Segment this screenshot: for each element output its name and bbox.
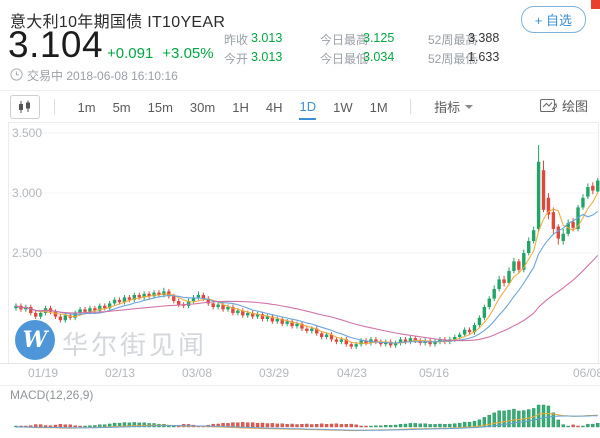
trading-status: 交易中 2018-06-08 16:10:16: [27, 69, 178, 83]
page-title: 意大利10年期国债 IT10YEAR: [10, 14, 226, 31]
quote-label-open: 今开: [224, 52, 249, 66]
candlestick-icon: [19, 100, 30, 113]
y-tick: 2.500: [12, 246, 43, 260]
draw-tool-button[interactable]: 绘图: [539, 96, 588, 115]
chart-frame: [0, 122, 600, 386]
price-change: +0.091 +3.05%: [107, 45, 223, 62]
interval-1M[interactable]: 1M: [369, 99, 388, 115]
quote-timestamp: 2018-06-08 16:10:16: [66, 69, 178, 83]
interval-30m[interactable]: 30m: [189, 99, 216, 115]
toolbar-divider: [410, 99, 412, 114]
current-price: 3.104: [8, 24, 104, 65]
quote-label-52w-high: 52周最高: [428, 33, 478, 47]
macd-lines: [15, 412, 598, 432]
interval-1m[interactable]: 1m: [77, 99, 96, 115]
chart-toolbar: 1m 5m 15m 30m 1H 4H 1D 1W 1M 指标: [0, 90, 600, 122]
chevron-down-icon: [465, 104, 474, 109]
interval-15m[interactable]: 15m: [147, 99, 173, 115]
macd-indicator-label: MACD(12,26,9): [10, 388, 94, 402]
candles: [14, 145, 600, 349]
interval-5m[interactable]: 5m: [112, 99, 131, 115]
interval-1W[interactable]: 1W: [333, 99, 353, 115]
x-tick: 04/23: [336, 366, 368, 380]
watermark-text: 华尔街见闻: [62, 330, 208, 360]
quote-value-prev-close: 3.013: [251, 31, 283, 45]
x-tick: 01/19: [27, 366, 59, 380]
clock-icon: [10, 68, 23, 81]
quote-value-52w-high: 3.388: [468, 31, 500, 45]
interval-4H[interactable]: 4H: [265, 99, 283, 115]
candlestick-chart[interactable]: [0, 122, 600, 438]
watermark-logo: W: [15, 320, 55, 360]
quote-label-prev-close: 昨收: [224, 33, 249, 47]
toolbar-divider: [54, 99, 55, 114]
change-absolute: +0.091: [107, 45, 154, 62]
quote-value-day-high: 3.125: [363, 31, 395, 45]
quote-label-day-low: 今日最低: [320, 52, 369, 66]
quote-value-day-low: 3.034: [363, 50, 395, 64]
x-tick: 02/13: [104, 366, 136, 380]
y-tick: 3.500: [12, 126, 43, 140]
x-tick: 03/08: [181, 366, 213, 380]
interval-1H[interactable]: 1H: [232, 99, 249, 115]
chart-area[interactable]: 3.500 3.000 2.500 01/19 02/13 03/08 03/29 04/2…: [0, 122, 600, 438]
ma-lines: [15, 192, 599, 345]
quote-label-day-high: 今日最高: [320, 33, 369, 47]
quote-value-52w-low: 1.633: [468, 50, 500, 64]
draw-icon: [539, 98, 557, 113]
indicator-dropdown[interactable]: 指标: [434, 97, 474, 116]
corner-red-badge: [591, 0, 600, 9]
quote-value-open: 3.013: [251, 50, 283, 64]
add-watchlist-button[interactable]: + 自选: [520, 6, 586, 33]
interval-1D[interactable]: 1D: [299, 94, 317, 120]
y-tick: 3.000: [12, 186, 43, 200]
interval-selector: 1m 5m 15m 30m 1H 4H 1D 1W 1M: [69, 94, 396, 120]
quote-label-52w-low: 52周最低: [428, 52, 478, 66]
chart-style-button[interactable]: [10, 94, 40, 119]
change-percent: +3.05%: [162, 45, 214, 62]
x-tick: 05/16: [418, 366, 450, 380]
x-tick: 06/08: [572, 366, 600, 380]
x-tick: 03/29: [258, 366, 290, 380]
